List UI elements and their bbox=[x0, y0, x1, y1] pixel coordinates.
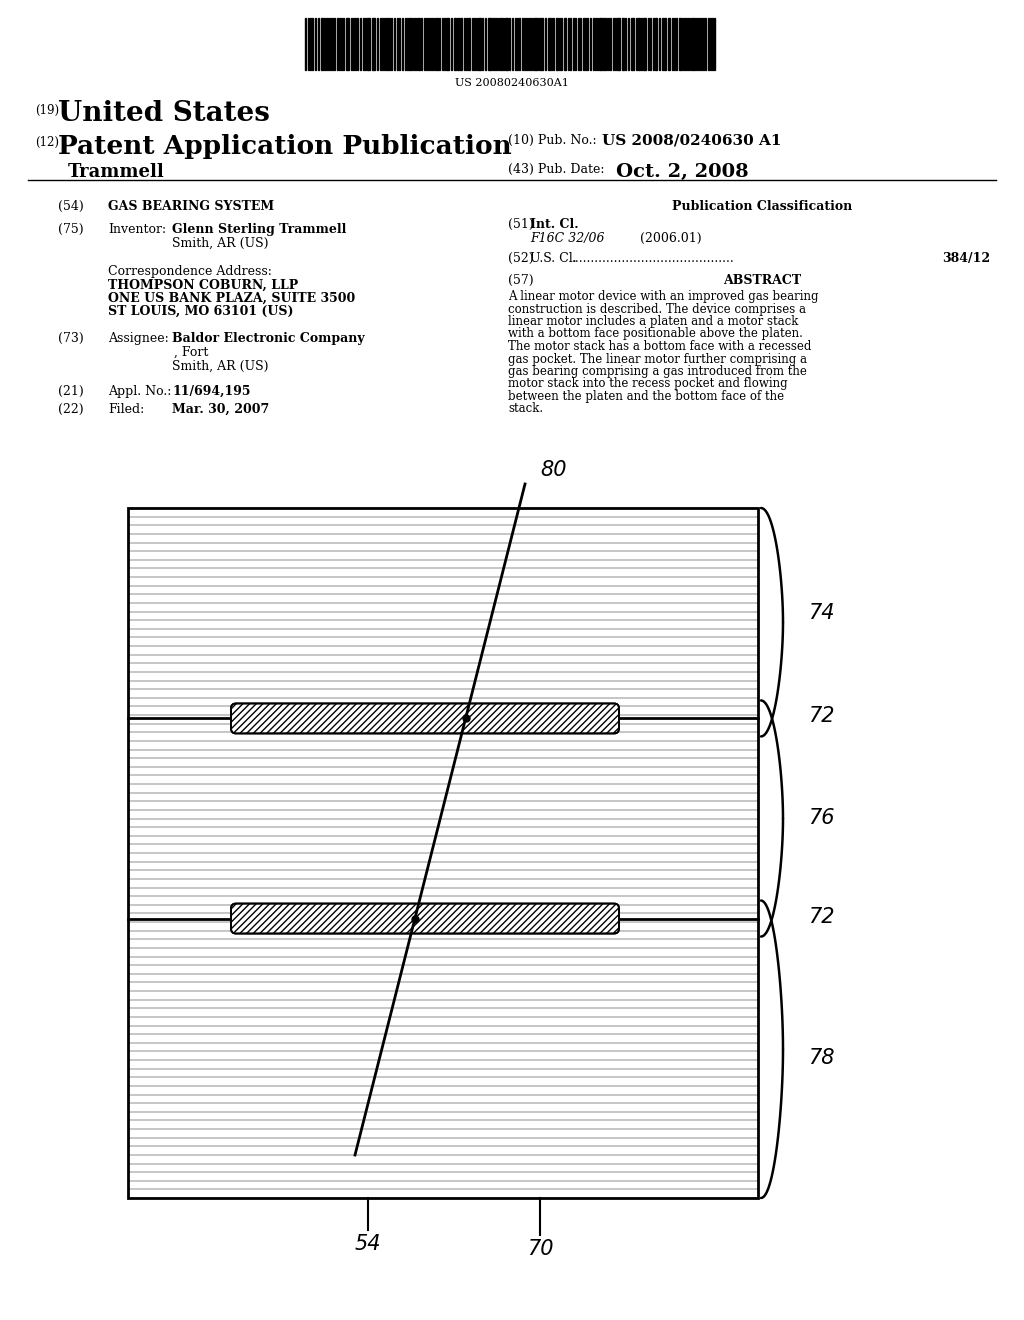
Bar bbox=[418, 18, 420, 70]
Bar bbox=[599, 18, 602, 70]
Bar bbox=[556, 18, 558, 70]
Text: (52): (52) bbox=[508, 252, 534, 265]
Text: gas bearing comprising a gas introduced from the: gas bearing comprising a gas introduced … bbox=[508, 366, 807, 378]
Text: Baldor Electronic Company: Baldor Electronic Company bbox=[172, 333, 365, 345]
Text: ST LOUIS, MO 63101 (US): ST LOUIS, MO 63101 (US) bbox=[108, 305, 294, 318]
Text: 72: 72 bbox=[808, 907, 835, 927]
Text: Glenn Sterling Trammell: Glenn Sterling Trammell bbox=[172, 223, 346, 236]
Bar bbox=[488, 18, 490, 70]
Text: (43) Pub. Date:: (43) Pub. Date: bbox=[508, 162, 604, 176]
Text: 78: 78 bbox=[808, 1048, 835, 1068]
Text: linear motor includes a platen and a motor stack: linear motor includes a platen and a mot… bbox=[508, 315, 799, 327]
Bar bbox=[457, 18, 459, 70]
Text: Correspondence Address:: Correspondence Address: bbox=[108, 265, 272, 279]
Text: (51): (51) bbox=[508, 218, 534, 231]
Text: , Fort: , Fort bbox=[174, 346, 208, 359]
Text: (75): (75) bbox=[58, 223, 84, 236]
Text: Smith, AR (US): Smith, AR (US) bbox=[172, 238, 268, 249]
Bar bbox=[540, 18, 543, 70]
Text: 384/12: 384/12 bbox=[942, 252, 990, 265]
Text: ..........................................: ........................................… bbox=[572, 252, 735, 265]
Bar bbox=[346, 18, 349, 70]
Bar bbox=[548, 18, 550, 70]
Text: Appl. No.:: Appl. No.: bbox=[108, 385, 171, 399]
Bar bbox=[534, 18, 537, 70]
Text: US 2008/0240630 A1: US 2008/0240630 A1 bbox=[602, 135, 781, 148]
Bar bbox=[372, 18, 375, 70]
Text: 11/694,195: 11/694,195 bbox=[172, 385, 251, 399]
Text: with a bottom face positionable above the platen.: with a bottom face positionable above th… bbox=[508, 327, 803, 341]
Bar bbox=[622, 18, 624, 70]
Text: (73): (73) bbox=[58, 333, 84, 345]
Text: United States: United States bbox=[58, 100, 270, 127]
Text: construction is described. The device comprises a: construction is described. The device co… bbox=[508, 302, 806, 315]
Text: (22): (22) bbox=[58, 403, 84, 416]
Text: US 20080240630A1: US 20080240630A1 bbox=[455, 78, 569, 88]
Text: Smith, AR (US): Smith, AR (US) bbox=[172, 360, 268, 374]
Text: (12): (12) bbox=[35, 136, 59, 149]
Text: A linear motor device with an improved gas bearing: A linear motor device with an improved g… bbox=[508, 290, 818, 304]
Bar bbox=[454, 18, 456, 70]
Bar bbox=[638, 18, 640, 70]
Bar bbox=[436, 18, 438, 70]
Bar bbox=[500, 18, 502, 70]
Bar bbox=[367, 18, 370, 70]
FancyBboxPatch shape bbox=[231, 904, 618, 933]
Bar bbox=[409, 18, 411, 70]
Bar bbox=[460, 18, 462, 70]
Bar bbox=[564, 18, 566, 70]
Text: Patent Application Publication: Patent Application Publication bbox=[58, 135, 512, 158]
Text: (54): (54) bbox=[58, 201, 84, 213]
Text: GAS BEARING SYSTEM: GAS BEARING SYSTEM bbox=[108, 201, 274, 213]
Text: (10) Pub. No.:: (10) Pub. No.: bbox=[508, 135, 597, 147]
Bar bbox=[643, 18, 646, 70]
Bar bbox=[631, 18, 634, 70]
Text: ABSTRACT: ABSTRACT bbox=[723, 275, 801, 286]
Text: gas pocket. The linear motor further comprising a: gas pocket. The linear motor further com… bbox=[508, 352, 807, 366]
Bar bbox=[655, 18, 657, 70]
Text: THOMPSON COBURN, LLP: THOMPSON COBURN, LLP bbox=[108, 279, 298, 292]
Text: Assignee:: Assignee: bbox=[108, 333, 169, 345]
Bar bbox=[664, 18, 666, 70]
Text: Filed:: Filed: bbox=[108, 403, 144, 416]
Bar bbox=[668, 18, 670, 70]
Bar bbox=[446, 18, 449, 70]
Bar bbox=[617, 18, 620, 70]
Bar bbox=[679, 18, 681, 70]
Bar bbox=[505, 18, 508, 70]
Text: between the platen and the bottom face of the: between the platen and the bottom face o… bbox=[508, 389, 784, 403]
Text: motor stack into the recess pocket and flowing: motor stack into the recess pocket and f… bbox=[508, 378, 787, 391]
Text: stack.: stack. bbox=[508, 403, 543, 416]
Text: (57): (57) bbox=[508, 275, 534, 286]
Text: The motor stack has a bottom face with a recessed: The motor stack has a bottom face with a… bbox=[508, 341, 811, 352]
Text: Mar. 30, 2007: Mar. 30, 2007 bbox=[172, 403, 269, 416]
Text: 74: 74 bbox=[808, 603, 835, 623]
Text: 70: 70 bbox=[526, 1239, 553, 1259]
Bar bbox=[692, 18, 694, 70]
Text: 72: 72 bbox=[808, 706, 835, 726]
Text: (2006.01): (2006.01) bbox=[640, 232, 701, 246]
Bar bbox=[478, 18, 481, 70]
FancyBboxPatch shape bbox=[231, 704, 618, 734]
Bar bbox=[468, 18, 470, 70]
Text: Trammell: Trammell bbox=[68, 162, 165, 181]
Bar bbox=[603, 18, 605, 70]
Text: ONE US BANK PLAZA, SUITE 3500: ONE US BANK PLAZA, SUITE 3500 bbox=[108, 292, 355, 305]
Text: Publication Classification: Publication Classification bbox=[672, 201, 852, 213]
Text: 80: 80 bbox=[540, 459, 566, 480]
Text: 76: 76 bbox=[808, 808, 835, 829]
Text: U.S. Cl.: U.S. Cl. bbox=[530, 252, 581, 265]
Text: (19): (19) bbox=[35, 104, 59, 117]
Bar bbox=[321, 18, 323, 70]
Text: Int. Cl.: Int. Cl. bbox=[530, 218, 579, 231]
Text: (21): (21) bbox=[58, 385, 84, 399]
Text: F16C 32/06: F16C 32/06 bbox=[530, 232, 604, 246]
Bar bbox=[386, 18, 388, 70]
Text: Inventor:: Inventor: bbox=[108, 223, 166, 236]
Text: Oct. 2, 2008: Oct. 2, 2008 bbox=[616, 162, 749, 181]
Text: 54: 54 bbox=[354, 1234, 381, 1254]
